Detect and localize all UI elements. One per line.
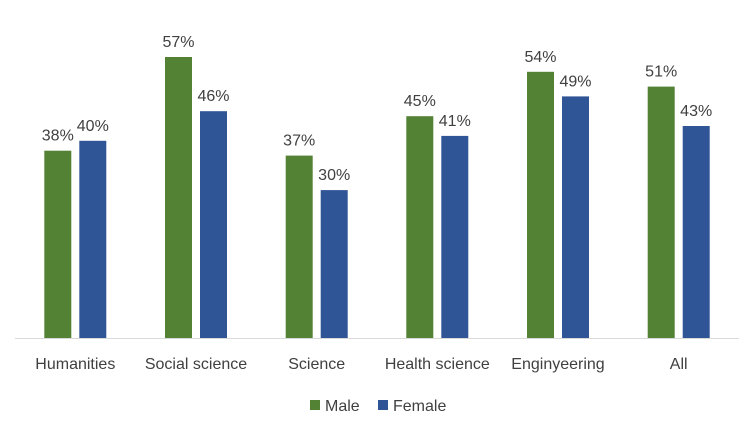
data-label-male-4: 54%	[524, 49, 556, 66]
x-tick-label-5: All	[670, 356, 688, 373]
data-label-female-4: 49%	[559, 73, 591, 90]
legend: Male Female	[310, 398, 446, 415]
data-label-female-2: 30%	[318, 167, 350, 184]
bar-male-0	[44, 150, 72, 338]
bars-layer	[44, 57, 710, 339]
x-tick-label-2: Science	[288, 356, 345, 373]
data-label-female-1: 46%	[197, 88, 229, 105]
data-label-female-3: 41%	[439, 113, 471, 130]
data-label-male-1: 57%	[162, 34, 194, 51]
bar-female-0	[79, 140, 107, 338]
bar-female-4	[562, 96, 589, 339]
legend-swatch-male	[310, 400, 320, 410]
data-label-male-0: 38%	[42, 128, 74, 145]
data-label-male-3: 45%	[404, 93, 436, 110]
bar-male-4	[527, 71, 554, 339]
legend-label-female: Female	[393, 398, 446, 415]
legend-swatch-female	[378, 400, 388, 410]
data-label-female-0: 40%	[77, 118, 109, 135]
x-tick-label-0: Humanities	[35, 356, 115, 373]
x-tick-labels: Humanities Social science Science Health sc…	[35, 356, 687, 373]
data-labels-layer: 38%40% 57% 46% 37%30% 45%41% 54%49% 51% 43%	[42, 34, 712, 184]
bar-female-3	[441, 135, 469, 338]
data-label-female-5: 43%	[680, 103, 712, 120]
bar-male-2	[285, 155, 313, 338]
data-label-male-2: 37%	[283, 133, 315, 150]
x-tick-label-4: Enginyeering	[511, 356, 604, 373]
bar-female-2	[320, 190, 348, 338]
bar-male-1	[165, 57, 192, 338]
bar-male-5	[647, 86, 675, 338]
bar-female-1	[200, 111, 227, 338]
data-label-male-5: 51%	[645, 64, 677, 81]
bar-female-5	[682, 126, 710, 338]
legend-label-male: Male	[325, 398, 360, 415]
x-tick-label-1: Social science	[145, 356, 247, 373]
x-tick-label-3: Health science	[385, 356, 490, 373]
bar-male-3	[406, 116, 434, 338]
